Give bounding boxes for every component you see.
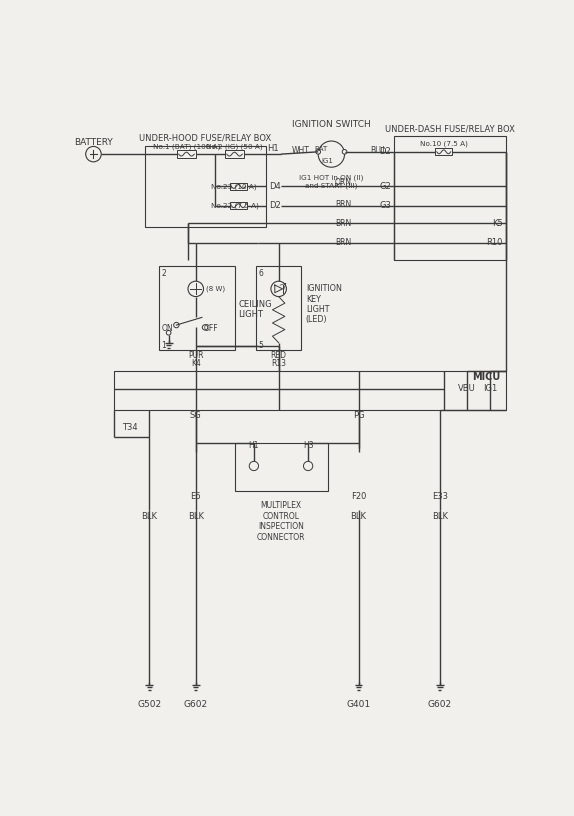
Text: G502: G502 bbox=[137, 700, 161, 709]
Text: D4: D4 bbox=[269, 182, 281, 191]
Text: BRN: BRN bbox=[335, 238, 351, 247]
Text: BATTERY: BATTERY bbox=[74, 138, 113, 147]
Text: RED: RED bbox=[271, 352, 286, 361]
Text: WHT: WHT bbox=[292, 146, 309, 155]
Text: F20: F20 bbox=[351, 491, 366, 500]
Text: PG: PG bbox=[352, 410, 364, 419]
Bar bbox=[256, 266, 301, 351]
Circle shape bbox=[166, 330, 171, 335]
Text: BLU: BLU bbox=[371, 146, 385, 155]
Text: IGNITION SWITCH: IGNITION SWITCH bbox=[292, 121, 371, 130]
Bar bbox=[158, 266, 235, 351]
Text: No.1 (BAT) (100 A): No.1 (BAT) (100 A) bbox=[153, 143, 220, 149]
Text: H1: H1 bbox=[249, 441, 259, 450]
Circle shape bbox=[188, 282, 204, 296]
Text: D2: D2 bbox=[269, 202, 281, 211]
Text: BLK: BLK bbox=[432, 512, 448, 521]
Text: R13: R13 bbox=[271, 359, 286, 368]
Text: OFF: OFF bbox=[204, 325, 219, 334]
Text: IG1: IG1 bbox=[321, 158, 333, 164]
Text: R10: R10 bbox=[486, 238, 503, 247]
Text: BAT: BAT bbox=[314, 146, 327, 152]
Text: MULTIPLEX
CONTROL
INSPECTION
CONNECTOR: MULTIPLEX CONTROL INSPECTION CONNECTOR bbox=[257, 501, 305, 542]
Text: ON: ON bbox=[162, 325, 174, 334]
Text: UNDER-DASH FUSE/RELAY BOX: UNDER-DASH FUSE/RELAY BOX bbox=[385, 124, 515, 133]
Bar bbox=[145, 146, 266, 228]
Text: MICU: MICU bbox=[472, 371, 501, 382]
Text: IG1: IG1 bbox=[483, 384, 498, 393]
Bar bbox=[114, 371, 506, 410]
Text: H1: H1 bbox=[267, 144, 279, 153]
Text: ORN: ORN bbox=[335, 178, 351, 187]
Circle shape bbox=[304, 461, 313, 471]
Text: BLK: BLK bbox=[351, 512, 367, 521]
Text: UNDER-HOOD FUSE/RELAY BOX: UNDER-HOOD FUSE/RELAY BOX bbox=[139, 134, 271, 143]
Circle shape bbox=[249, 461, 258, 471]
Text: D2: D2 bbox=[379, 148, 391, 157]
Text: BRN: BRN bbox=[335, 219, 351, 228]
Bar bbox=[177, 150, 196, 158]
Text: G2: G2 bbox=[379, 182, 391, 191]
Text: G3: G3 bbox=[379, 202, 391, 211]
Text: BLK: BLK bbox=[188, 512, 204, 521]
Text: G401: G401 bbox=[347, 700, 371, 709]
Circle shape bbox=[316, 149, 320, 154]
Text: BRN: BRN bbox=[335, 200, 351, 209]
Text: E33: E33 bbox=[432, 491, 448, 500]
Bar bbox=[230, 183, 247, 190]
Bar bbox=[394, 136, 506, 259]
Text: VBU: VBU bbox=[458, 384, 476, 393]
Bar bbox=[225, 150, 244, 158]
Text: No.23 (10 A): No.23 (10 A) bbox=[211, 184, 257, 189]
Text: 6: 6 bbox=[258, 268, 263, 278]
Text: T34: T34 bbox=[122, 423, 138, 432]
Text: K4: K4 bbox=[191, 359, 201, 368]
Circle shape bbox=[271, 282, 286, 296]
Circle shape bbox=[318, 141, 344, 167]
Circle shape bbox=[174, 322, 179, 328]
Text: IG1 HOT in ON (II)
and START (III): IG1 HOT in ON (II) and START (III) bbox=[299, 175, 363, 189]
Text: E6: E6 bbox=[191, 491, 201, 500]
Bar bbox=[435, 149, 452, 155]
Text: No.10 (7.5 A): No.10 (7.5 A) bbox=[420, 141, 468, 148]
Text: H3: H3 bbox=[303, 441, 313, 450]
Text: G602: G602 bbox=[184, 700, 208, 709]
Text: IGNITION
KEY
LIGHT
(LED): IGNITION KEY LIGHT (LED) bbox=[306, 284, 342, 325]
Text: G602: G602 bbox=[428, 700, 452, 709]
Circle shape bbox=[203, 325, 208, 330]
Text: No.22 (7.5 A): No.22 (7.5 A) bbox=[211, 202, 259, 209]
Text: 2: 2 bbox=[162, 268, 166, 278]
Text: CEILING
LIGHT: CEILING LIGHT bbox=[238, 300, 272, 319]
Bar bbox=[230, 202, 247, 209]
Bar bbox=[235, 443, 328, 490]
Text: K5: K5 bbox=[492, 219, 503, 228]
Text: No.2 (IG) (50 A): No.2 (IG) (50 A) bbox=[206, 143, 263, 149]
Circle shape bbox=[86, 146, 101, 162]
Text: PUR: PUR bbox=[188, 352, 204, 361]
Circle shape bbox=[342, 149, 347, 154]
Text: SG: SG bbox=[190, 410, 201, 419]
Text: 1: 1 bbox=[162, 341, 166, 350]
Text: (8 W): (8 W) bbox=[206, 286, 225, 292]
Text: 5: 5 bbox=[258, 341, 263, 350]
Text: BLK: BLK bbox=[141, 512, 157, 521]
